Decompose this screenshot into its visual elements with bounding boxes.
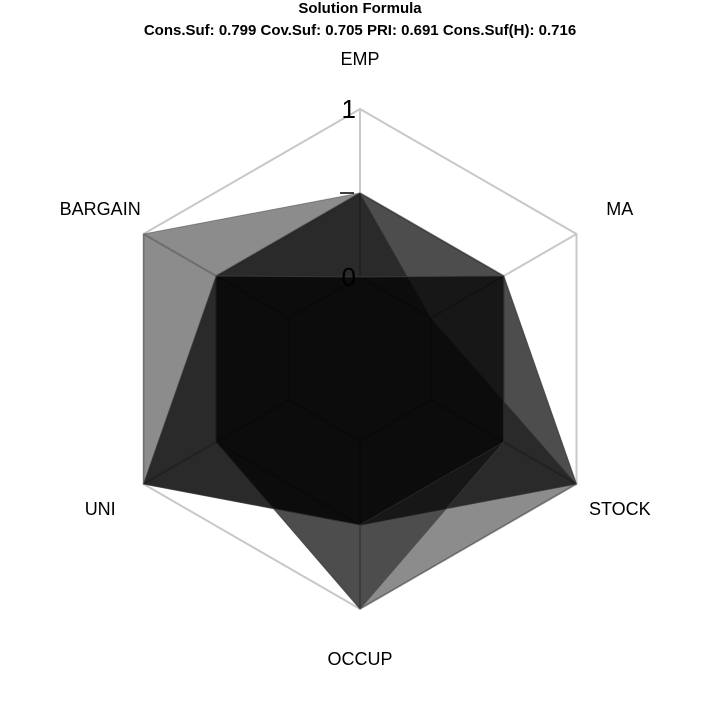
axis-label-emp: EMP [340,49,379,69]
axis-label-ma: MA [606,199,633,219]
radar-series [142,192,578,610]
axis-label-occup: OCCUP [327,649,392,669]
axis-label-uni: UNI [85,499,116,519]
axis-label-stock: STOCK [589,499,651,519]
radar-labels: 0 1 EMP MA STOCK OCCUP UNI BARGAIN [60,49,651,669]
tick-label-0: 0 [342,262,356,292]
axis-label-bargain: BARGAIN [60,199,141,219]
series-polygon-4 [142,275,505,526]
chart-title: Solution Formula [298,0,422,17]
tick-label-2: 1 [342,94,356,124]
chart-subtitle: Cons.Suf: 0.799 Cov.Suf: 0.705 PRI: 0.69… [144,22,576,39]
